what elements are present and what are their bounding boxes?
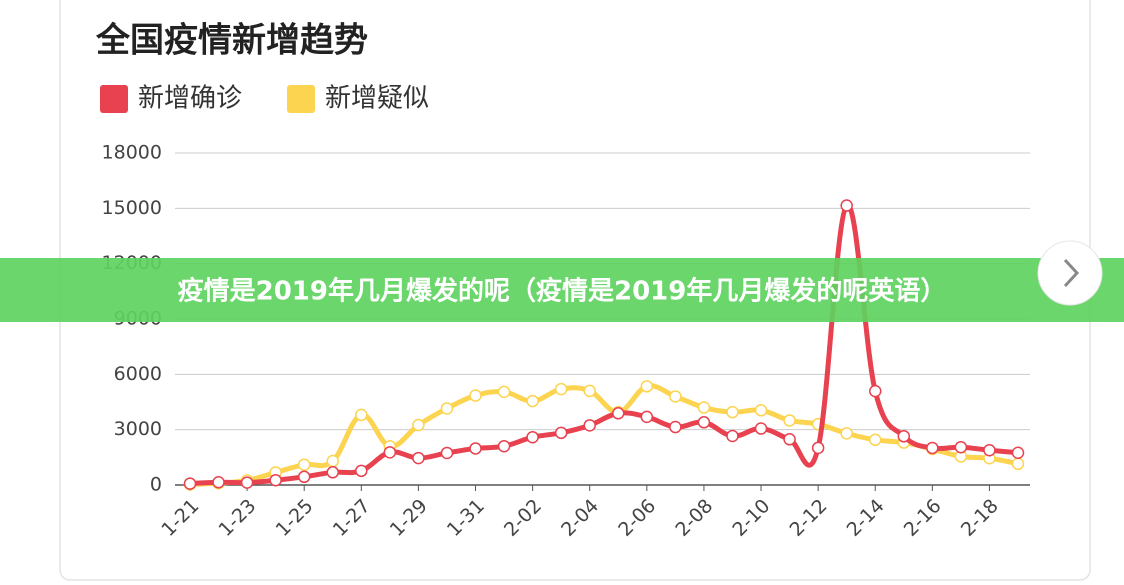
point: [412, 418, 425, 432]
point: [383, 446, 397, 459]
y-tick-label: 0: [150, 474, 162, 496]
point: [1011, 457, 1025, 471]
point: [640, 380, 654, 393]
y-tick-label: 3000: [114, 418, 162, 440]
point: [412, 451, 425, 465]
point: [697, 401, 711, 414]
y-tick-label: 18000: [102, 142, 162, 164]
point: [868, 433, 882, 447]
point: [297, 470, 311, 484]
point: [583, 419, 596, 432]
banner: [0, 258, 1124, 322]
point: [497, 439, 511, 453]
point: [868, 384, 882, 398]
point: [240, 476, 254, 489]
point: [783, 433, 796, 446]
point: [554, 382, 568, 396]
point: [297, 458, 311, 471]
point: [355, 464, 368, 478]
point: [983, 443, 996, 457]
point: [697, 416, 711, 429]
point: [754, 422, 768, 435]
point: [840, 199, 853, 212]
point: [640, 410, 654, 424]
legend-swatch: [100, 85, 128, 113]
legend-swatch: [287, 85, 315, 113]
point: [783, 414, 796, 427]
point: [355, 408, 368, 422]
banner-text: 疫情是2019年几月爆发的呢（疫情是2019年几月爆发的呢英语）: [178, 276, 947, 307]
next-button[interactable]: [1037, 240, 1103, 306]
point: [897, 430, 911, 443]
point: [269, 473, 282, 487]
point: [754, 404, 768, 417]
point: [726, 405, 739, 419]
point: [183, 477, 197, 490]
legend-label: 新增疑似: [325, 84, 429, 114]
chart-title: 全国疫情新增趋势: [95, 21, 368, 61]
point: [926, 441, 939, 455]
point: [440, 446, 454, 460]
legend-label: 新增确诊: [138, 84, 242, 114]
point: [811, 441, 825, 455]
point: [954, 440, 968, 454]
y-tick-label: 15000: [102, 197, 162, 219]
point: [326, 454, 340, 468]
point: [554, 426, 568, 440]
point: [612, 407, 625, 420]
point: [669, 390, 682, 403]
point: [726, 429, 739, 443]
y-tick-label: 6000: [114, 363, 162, 385]
point: [212, 476, 225, 489]
point: [583, 384, 596, 398]
point: [469, 442, 482, 455]
point: [526, 394, 539, 408]
point: [526, 430, 539, 444]
point: [497, 385, 511, 399]
point: [326, 466, 340, 479]
point: [440, 402, 454, 415]
point: [1011, 446, 1025, 459]
point: [469, 389, 482, 402]
next-arrow: [1063, 258, 1080, 288]
point: [840, 427, 853, 440]
point: [669, 420, 682, 434]
